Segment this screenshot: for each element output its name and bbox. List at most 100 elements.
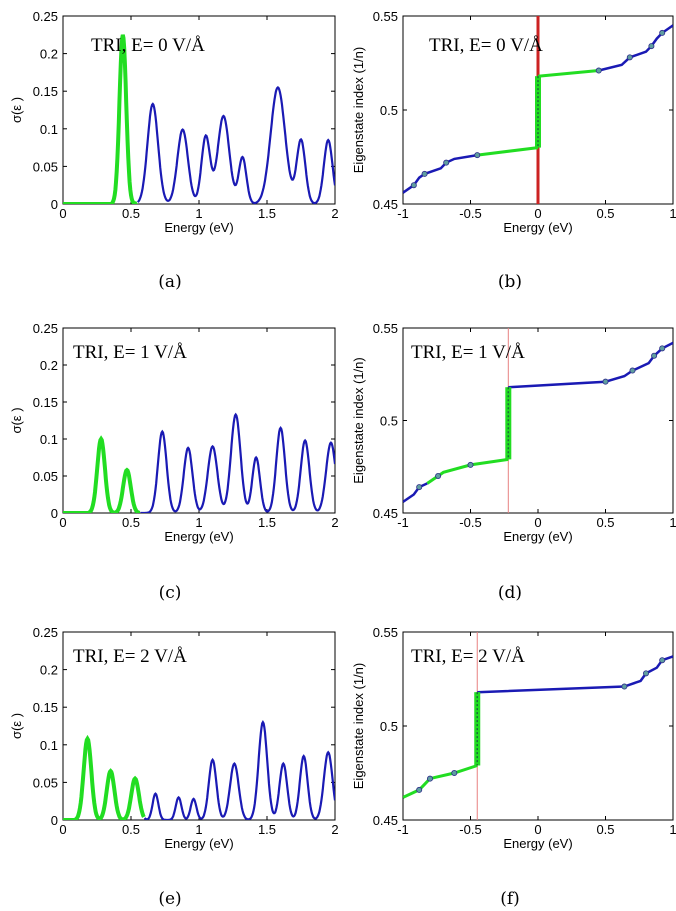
blue-series-line (140, 412, 335, 513)
blue-series-line (136, 85, 335, 204)
x-tick-label: 0 (59, 515, 66, 530)
plot-area (403, 16, 673, 204)
panel-caption: (e) (158, 889, 181, 909)
x-tick-label: 1 (669, 515, 676, 530)
y-axis-label: Eigenstate index (1/n) (351, 663, 366, 789)
y-tick-label: 0.45 (373, 197, 398, 212)
panel-a: 0 0.5 1 1.5 2 0 0.05 0.1 0.15 0.2 0.25 Energy (eV) σ… (9, 9, 339, 292)
x-axis-label: Energy (eV) (503, 220, 572, 235)
x-tick-label: -0.5 (459, 515, 481, 530)
data-point (648, 43, 655, 50)
gap-states-bar (535, 76, 541, 148)
panel-b: -1 -0.5 0 0.5 1 0.45 0.5 0.55 Energy (eV) Eigenst… (351, 9, 676, 292)
x-tick-label: 0 (59, 822, 66, 837)
plot-area (403, 328, 673, 513)
green-series-line (63, 435, 141, 513)
y-tick-label: 0.45 (373, 506, 398, 521)
data-point (451, 770, 458, 777)
x-tick-label: -1 (397, 206, 409, 221)
x-tick-label: 0.5 (596, 822, 614, 837)
green-series-line (477, 146, 539, 157)
x-tick-label: 0.5 (122, 515, 140, 530)
data-point (416, 484, 423, 491)
x-tick-label: 1 (669, 206, 676, 221)
panel-title: TRI, E= 0 V/Å (91, 35, 205, 56)
data-point (416, 786, 423, 793)
data-point (629, 367, 636, 374)
y-tick-label: 0.5 (380, 414, 398, 429)
x-tick-label: 0 (534, 822, 541, 837)
y-tick-label: 0.2 (40, 663, 58, 678)
y-axis-label: Eigenstate index (1/n) (351, 47, 366, 173)
y-tick-label: 0.1 (40, 432, 58, 447)
panel-c: 0 0.5 1 1.5 2 0 0.05 0.1 0.15 0.2 0.25 Energy (eV) σ… (9, 321, 339, 603)
data-point (435, 472, 442, 479)
data-point (467, 461, 474, 468)
green-series-line (63, 34, 138, 204)
data-point (595, 67, 602, 74)
x-tick-label: 0 (534, 206, 541, 221)
x-tick-label: 1 (195, 822, 202, 837)
x-axis-label: Energy (eV) (164, 220, 233, 235)
data-point (474, 152, 481, 159)
x-axis-label: Energy (eV) (503, 529, 572, 544)
green-series-line (426, 457, 509, 485)
panel-title: TRI, E= 0 V/Å (429, 35, 543, 56)
x-tick-label: 2 (331, 206, 338, 221)
green-series-line (403, 764, 478, 799)
x-tick-label: -1 (397, 822, 409, 837)
x-tick-label: 1 (195, 206, 202, 221)
panel-caption: (c) (159, 583, 182, 603)
x-tick-label: 1.5 (258, 822, 276, 837)
data-point (643, 670, 650, 677)
data-point (659, 29, 666, 36)
plot-area (403, 632, 673, 820)
plot-area (63, 34, 335, 204)
panel-title: TRI, E= 2 V/Å (411, 646, 525, 667)
panel-caption: (d) (498, 583, 522, 603)
y-tick-label: 0.25 (33, 625, 58, 640)
x-tick-label: 0 (59, 206, 66, 221)
data-point (410, 182, 417, 189)
green-series-line (537, 69, 599, 78)
x-tick-label: 0.5 (596, 206, 614, 221)
y-tick-label: 0.5 (380, 719, 398, 734)
data-point (421, 170, 428, 177)
x-axis-label: Energy (eV) (164, 529, 233, 544)
x-tick-label: 1.5 (258, 515, 276, 530)
y-tick-label: 0.2 (40, 47, 58, 62)
y-tick-label: 0.1 (40, 122, 58, 137)
panel-title: TRI, E= 2 V/Å (73, 646, 187, 667)
y-axis-label: σ(ε ) (9, 97, 24, 123)
x-tick-label: -0.5 (459, 822, 481, 837)
y-tick-label: 0 (51, 197, 58, 212)
y-tick-label: 0.15 (33, 84, 58, 99)
data-point (602, 378, 609, 385)
y-tick-label: 0.45 (373, 813, 398, 828)
x-tick-label: -0.5 (459, 206, 481, 221)
data-point (621, 683, 628, 690)
x-tick-label: 2 (331, 822, 338, 837)
y-tick-label: 0.15 (33, 700, 58, 715)
y-tick-label: 0 (51, 813, 58, 828)
blue-series-line (143, 720, 335, 820)
data-point (443, 159, 450, 166)
plot-area (63, 720, 335, 820)
data-point (659, 345, 666, 352)
x-axis-label: Energy (eV) (164, 836, 233, 851)
panel-caption: (f) (500, 889, 520, 909)
y-tick-label: 0.55 (373, 9, 398, 24)
y-tick-label: 0.25 (33, 9, 58, 24)
x-tick-label: -1 (397, 515, 409, 530)
x-tick-label: 0.5 (122, 822, 140, 837)
y-axis-label: Eigenstate index (1/n) (351, 357, 366, 483)
blue-series-line (508, 341, 673, 389)
y-tick-label: 0.55 (373, 625, 398, 640)
data-point (659, 657, 666, 664)
y-tick-label: 0.2 (40, 358, 58, 373)
y-axis-label: σ(ε ) (9, 713, 24, 739)
panel-title: TRI, E= 1 V/Å (411, 342, 525, 363)
y-tick-label: 0.15 (33, 395, 58, 410)
panel-f: -1 -0.5 0 0.5 1 0.45 0.5 0.55 Energy (eV) Eigenst… (351, 625, 676, 909)
y-tick-label: 0 (51, 506, 58, 521)
